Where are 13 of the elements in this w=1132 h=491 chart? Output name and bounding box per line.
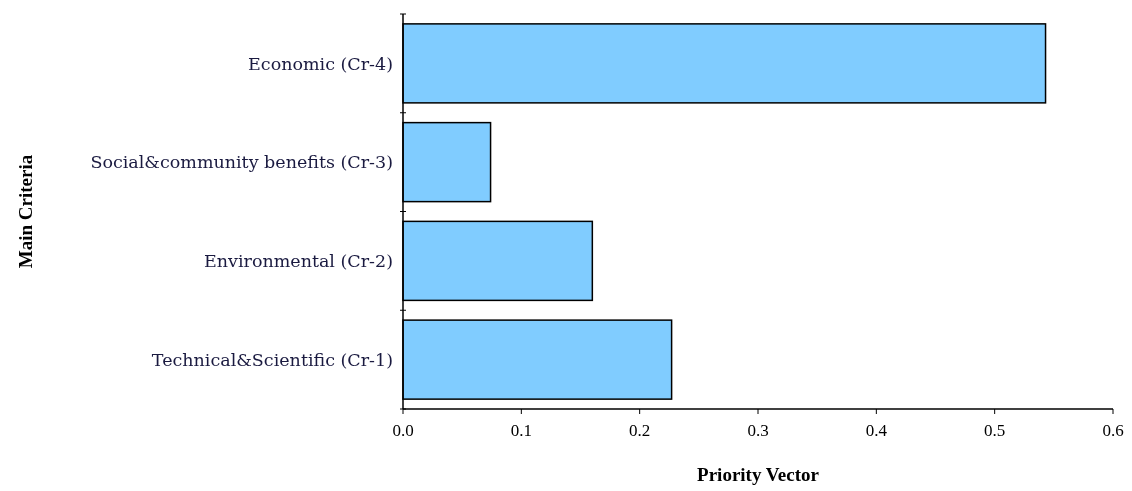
x-tick-label: 0.6 [1102, 421, 1124, 440]
y-tick-label: Technical&Scientific (Cr-1) [151, 349, 393, 370]
x-tick-label: 0.3 [747, 421, 769, 440]
x-tick-label: 0.4 [865, 421, 888, 440]
y-axis-title: Main Criteria [15, 154, 36, 269]
y-tick-label: Social&community benefits (Cr-3) [90, 152, 393, 173]
x-tick-label: 0.5 [984, 421, 1006, 440]
x-tick-label: 0.0 [392, 421, 414, 440]
x-tick-label: 0.1 [510, 421, 532, 440]
y-tick-label: Economic (Cr-4) [248, 53, 393, 74]
x-tick-label: 0.2 [629, 421, 651, 440]
x-axis-title: Priority Vector [697, 464, 820, 485]
y-tick-label: Environmental (Cr-2) [203, 251, 393, 271]
